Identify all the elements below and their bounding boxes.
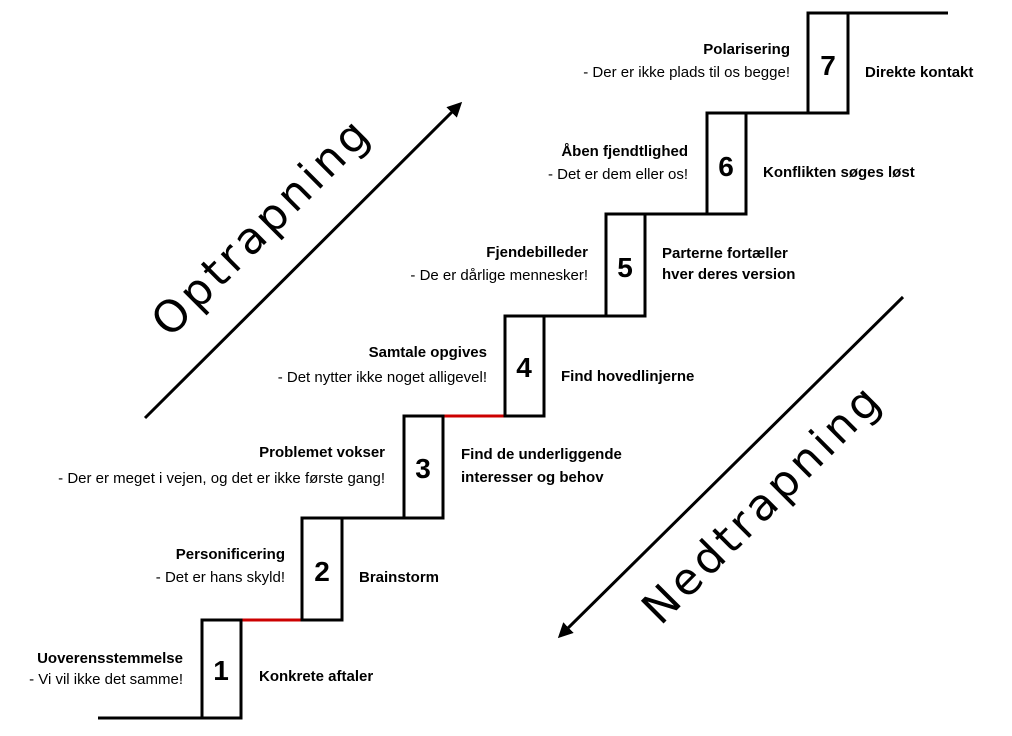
step-box-3	[402, 414, 445, 520]
step-4-desc: - Det nytter ikke noget alligevel!	[278, 369, 487, 386]
step-2-action: Brainstorm	[359, 569, 439, 586]
step-1-title: Uoverensstemmelse	[37, 650, 183, 667]
staircase	[98, 11, 948, 720]
escalation-arrow	[143, 101, 463, 420]
step-5-action-line1: Parterne fortæller	[662, 245, 788, 262]
step-4-number: 4	[516, 352, 532, 383]
step-7-number: 7	[820, 50, 836, 81]
deescalation-label: Nedtrapning	[632, 373, 893, 634]
step-box-1	[200, 618, 243, 720]
step-4-title: Samtale opgives	[369, 344, 487, 361]
step-1: Uoverensstemmelse - Vi vil ikke det samm…	[29, 650, 373, 688]
step-3-desc: - Der er meget i vejen, og det er ikke f…	[58, 470, 385, 487]
step-5-number: 5	[617, 252, 633, 283]
step-1-number: 1	[213, 655, 229, 686]
step-2-number: 2	[314, 556, 330, 587]
step-box-7	[806, 11, 850, 115]
step-box-4	[503, 314, 546, 418]
step-7-title: Polarisering	[703, 41, 790, 58]
step-3-title: Problemet vokser	[259, 444, 385, 461]
step-3-action-line2: interesser og behov	[461, 469, 604, 486]
step-4: Samtale opgives - Det nytter ikke noget …	[278, 344, 695, 386]
step-1-action: Konkrete aftaler	[259, 668, 373, 685]
step-box-6	[705, 111, 748, 216]
step-3-action-line1: Find de underliggende	[461, 446, 622, 463]
step-2-title: Personificering	[176, 546, 285, 563]
step-5: Fjendebilleder - De er dårlige mennesker…	[410, 244, 795, 284]
step-2-desc: - Det er hans skyld!	[156, 569, 285, 586]
step-6-number: 6	[718, 151, 734, 182]
step-1-desc: - Vi vil ikke det samme!	[29, 671, 183, 688]
step-6-action: Konflikten søges løst	[763, 164, 915, 181]
step-box-2	[300, 516, 344, 622]
step-box-5	[604, 212, 647, 318]
step-7-action: Direkte kontakt	[865, 64, 973, 81]
deescalation-arrow	[557, 295, 905, 639]
escalation-label: Optrapning	[142, 107, 382, 347]
step-5-desc: - De er dårlige mennesker!	[410, 267, 588, 284]
step-2: Personificering - Det er hans skyld! 2 B…	[156, 546, 439, 587]
step-6: Åben fjendtlighed - Det er dem eller os!…	[548, 143, 915, 183]
step-3: Problemet vokser - Der er meget i vejen,…	[58, 444, 622, 487]
step-5-action-line2: hver deres version	[662, 266, 795, 283]
step-7-desc: - Der er ikke plads til os begge!	[583, 64, 790, 81]
step-5-title: Fjendebilleder	[486, 244, 588, 261]
step-3-number: 3	[415, 453, 431, 484]
step-4-action: Find hovedlinjerne	[561, 368, 694, 385]
step-6-title: Åben fjendtlighed	[561, 143, 688, 160]
step-7: Polarisering - Der er ikke plads til os …	[583, 41, 973, 81]
step-6-desc: - Det er dem eller os!	[548, 166, 688, 183]
